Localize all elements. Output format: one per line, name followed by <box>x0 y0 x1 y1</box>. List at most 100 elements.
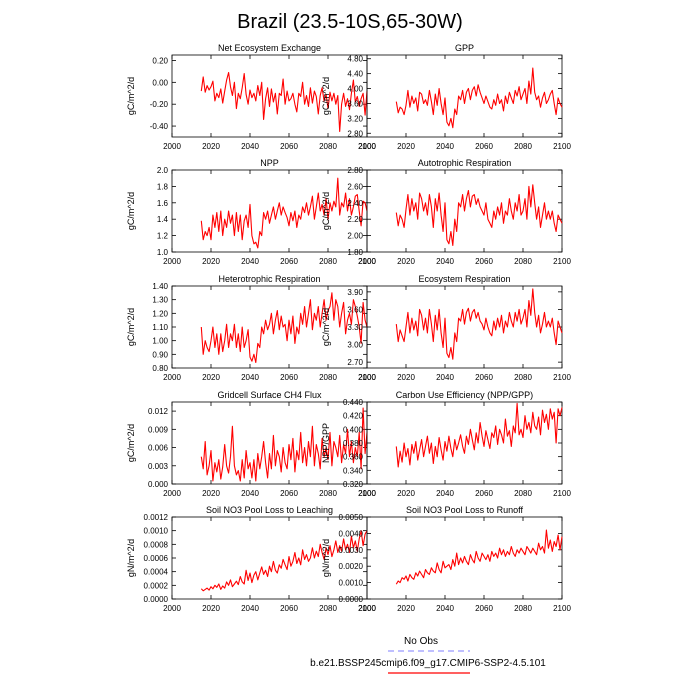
y-tick-label: 2.20 <box>347 215 363 224</box>
series-line <box>200 530 368 592</box>
x-tick-label: 2020 <box>397 604 415 613</box>
legend-model-label: b.e21.BSSP245cmip6.f09_g17.CMIP6-SSP2-4.… <box>310 658 546 669</box>
y-tick-label: 0.0004 <box>144 568 169 577</box>
panel-title: Autotrophic Respiration <box>418 158 512 168</box>
panel-title: Carbon Use Efficiency (NPP/GPP) <box>396 390 533 400</box>
y-axis-label: gC/m^2/d <box>126 77 136 115</box>
x-tick-label: 2100 <box>358 257 376 266</box>
y-tick-label: 4.40 <box>347 70 363 79</box>
x-tick-label: 2040 <box>241 373 259 382</box>
series-line <box>395 288 563 360</box>
x-tick-label: 2060 <box>475 257 493 266</box>
series-line <box>395 67 563 129</box>
x-tick-label: 2060 <box>280 142 298 151</box>
plot-frame <box>171 401 368 485</box>
x-tick-label: 2060 <box>475 604 493 613</box>
x-tick-label: 2000 <box>358 373 376 382</box>
plot-frame <box>366 54 563 138</box>
y-tick-label: 0.80 <box>152 364 168 373</box>
y-tick-label: 1.0 <box>157 248 169 257</box>
x-tick-label: 2060 <box>280 373 298 382</box>
y-tick-label: 3.00 <box>347 341 363 350</box>
series-line <box>200 292 368 364</box>
y-tick-label: 0.0000 <box>144 595 169 604</box>
x-tick-label: 2000 <box>358 257 376 266</box>
panel-title: NPP <box>260 158 279 168</box>
x-tick-label: 2080 <box>514 373 532 382</box>
x-tick-label: 2040 <box>436 604 454 613</box>
legend-obs-label: No Obs <box>404 636 438 647</box>
y-tick-label: 2.80 <box>347 166 363 175</box>
y-tick-label: -0.20 <box>150 100 169 109</box>
x-tick-label: 2000 <box>358 142 376 151</box>
x-tick-label: 2000 <box>358 604 376 613</box>
panel-3: NPP 2000 2020 2040 2060 2080 2100 2.0 1.8 1.6 1.4 1… <box>126 158 376 266</box>
panel-title: Soil NO3 Pool Loss to Runoff <box>406 505 523 515</box>
panel-8: Carbon Use Efficiency (NPP/GPP) 2000 2020 2… <box>321 390 571 498</box>
y-tick-label: 1.8 <box>157 182 169 191</box>
y-axis-label: gC/m^2/d <box>126 192 136 230</box>
panel-title: Heterotrophic Respiration <box>218 274 320 284</box>
x-tick-label: 2060 <box>475 489 493 498</box>
x-tick-label: 2060 <box>280 604 298 613</box>
y-tick-label: 0.006 <box>148 444 169 453</box>
x-tick-label: 2080 <box>514 257 532 266</box>
panel-7: Gridcell Surface CH4 Flux 2000 2020 2040 206… <box>126 390 376 498</box>
y-tick-label: -0.40 <box>150 122 169 131</box>
y-tick-label: 0.440 <box>343 398 364 407</box>
x-tick-label: 2080 <box>319 604 337 613</box>
x-tick-label: 2060 <box>475 142 493 151</box>
x-tick-label: 2040 <box>436 257 454 266</box>
y-axis-label: gC/m^2/d <box>126 308 136 346</box>
panel-5: Heterotrophic Respiration 2000 2020 2040 206… <box>126 274 376 382</box>
y-tick-label: 0.0010 <box>144 527 169 536</box>
y-tick-label: 2.00 <box>347 232 363 241</box>
y-tick-label: 3.30 <box>347 323 363 332</box>
y-tick-label: 3.90 <box>347 288 363 297</box>
y-axis-label: gN/m^2/d <box>126 539 136 577</box>
y-tick-label: 1.2 <box>157 232 169 241</box>
y-tick-label: 2.40 <box>347 199 363 208</box>
x-tick-label: 2060 <box>280 489 298 498</box>
x-tick-label: 2100 <box>358 142 376 151</box>
y-tick-label: 1.30 <box>152 296 168 305</box>
y-tick-label: 1.20 <box>152 309 168 318</box>
y-tick-label: 0.0002 <box>144 581 169 590</box>
y-axis-label: gN/m^2/d <box>321 539 331 577</box>
panel-title: Soil NO3 Pool Loss to Leaching <box>206 505 333 515</box>
y-tick-label: 2.0 <box>157 166 169 175</box>
panel-title: Ecosystem Respiration <box>418 274 510 284</box>
y-tick-label: 0.0030 <box>339 546 364 555</box>
y-tick-label: 3.60 <box>347 99 363 108</box>
series-line <box>200 407 368 482</box>
plot-frame <box>171 285 368 369</box>
panel-title: GPP <box>455 43 474 53</box>
x-tick-label: 2080 <box>319 142 337 151</box>
y-tick-label: 2.70 <box>347 358 363 367</box>
y-axis-label: NPP/GPP <box>321 423 331 463</box>
y-tick-label: 1.00 <box>152 337 168 346</box>
panels: Net Ecosystem Exchange 2000 2020 2040 2060 20… <box>126 43 571 613</box>
y-axis-label: gC/m^2/d <box>321 308 331 346</box>
x-tick-label: 2040 <box>241 604 259 613</box>
y-tick-label: 0.009 <box>148 425 169 434</box>
y-tick-label: 0.340 <box>343 466 364 475</box>
x-tick-label: 2080 <box>514 142 532 151</box>
y-tick-label: 3.60 <box>347 305 363 314</box>
x-tick-label: 2000 <box>163 257 181 266</box>
x-tick-label: 2080 <box>514 604 532 613</box>
figure-title: Brazil (23.5-10S,65-30W) <box>237 11 463 33</box>
panel-4: Autotrophic Respiration 2000 2020 2040 2060 2… <box>321 158 571 266</box>
y-tick-label: 1.40 <box>152 282 168 291</box>
y-tick-label: 0.90 <box>152 350 168 359</box>
y-tick-label: 2.60 <box>347 182 363 191</box>
x-tick-label: 2100 <box>553 373 571 382</box>
y-tick-label: 0.0000 <box>339 595 364 604</box>
y-axis-label: gC/m^2/d <box>321 77 331 115</box>
series-line <box>395 402 563 468</box>
x-tick-label: 2020 <box>202 142 220 151</box>
panel-10: Soil NO3 Pool Loss to Runoff 2000 2020 2040… <box>321 505 571 613</box>
series-line <box>395 184 563 246</box>
x-tick-label: 2100 <box>358 373 376 382</box>
